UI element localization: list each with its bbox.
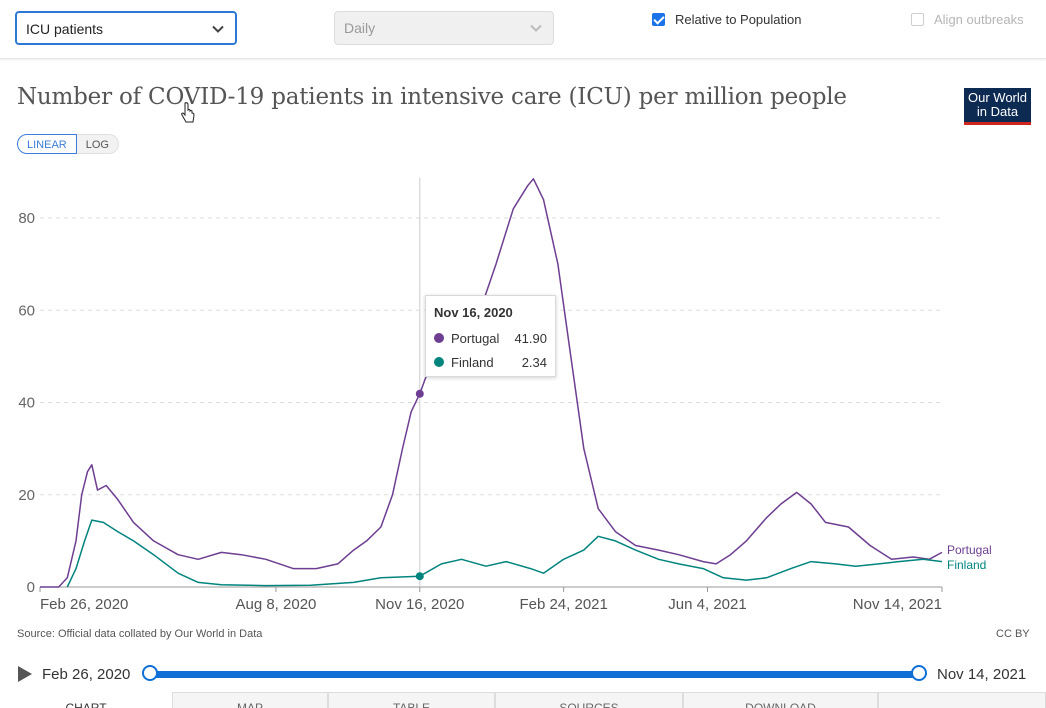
tab-map[interactable]: MAP (172, 692, 328, 708)
y-tick-label: 80 (18, 210, 35, 227)
x-tick-label: Nov 14, 2021 (853, 596, 942, 613)
x-tick-label: Nov 16, 2020 (375, 596, 464, 613)
align-outbreaks-label: Align outbreaks (934, 12, 1024, 27)
tab-share[interactable] (878, 692, 1046, 708)
license-link[interactable]: CC BY (996, 628, 1030, 640)
timeline-start-handle[interactable] (142, 665, 158, 681)
chevron-down-icon (530, 24, 542, 32)
tooltip-series-name: Portugal (451, 330, 500, 346)
tab-table[interactable]: TABLE (328, 692, 495, 708)
timeline-track[interactable] (150, 671, 919, 678)
x-tick-label: Aug 8, 2020 (235, 596, 316, 613)
play-icon[interactable] (18, 666, 32, 682)
relative-to-population-label: Relative to Population (675, 12, 802, 27)
x-tick-label: Feb 26, 2020 (40, 596, 128, 613)
metric-select[interactable]: ICU patients (15, 11, 237, 45)
tooltip-series-name: Finland (451, 354, 494, 370)
interval-select[interactable]: Daily (334, 11, 554, 45)
align-outbreaks-toggle[interactable]: Align outbreaks (911, 12, 1024, 27)
owid-logo[interactable]: Our World in Data (964, 88, 1031, 125)
x-tick-label: Feb 24, 2021 (519, 596, 607, 613)
series-line-portugal[interactable] (40, 178, 943, 588)
tab-bar: CHART MAP TABLE SOURCES DOWNLOAD (0, 692, 1046, 708)
chart-title: Number of COVID-19 patients in intensive… (17, 84, 847, 110)
y-tick-label: 40 (18, 395, 35, 412)
tooltip-row-finland: Finland 2.34 (434, 350, 547, 374)
scale-toggle: LINEAR LOG (17, 134, 119, 154)
tooltip-date: Nov 16, 2020 (434, 305, 513, 320)
series-end-label: Finland (947, 558, 986, 572)
tooltip-series-value: 41.90 (514, 330, 547, 346)
timeline-end-handle[interactable] (911, 665, 927, 681)
source-note: Source: Official data collated by Our Wo… (17, 628, 263, 640)
line-chart[interactable]: 0 20 40 60 80 Feb 26, 2020 Aug 8, 2020 Nov 16, … (0, 160, 1046, 620)
linear-scale-button[interactable]: LINEAR (17, 134, 77, 154)
relative-to-population-checkbox[interactable] (652, 13, 665, 26)
log-scale-button[interactable]: LOG (76, 134, 119, 154)
align-outbreaks-checkbox[interactable] (911, 13, 924, 26)
y-tick-label: 60 (18, 302, 35, 319)
logo-line-1: Our World (968, 90, 1027, 105)
relative-to-population-toggle[interactable]: Relative to Population (652, 12, 801, 27)
hover-tooltip: Nov 16, 2020 Portugal 41.90 Finland 2.34 (425, 295, 556, 377)
pointer-cursor-icon (181, 102, 195, 123)
hover-marker (415, 572, 424, 581)
timeline-start-label: Feb 26, 2020 (42, 666, 131, 683)
series-end-label: Portugal (947, 543, 992, 557)
timeline-end-label: Nov 14, 2021 (937, 666, 1027, 683)
tooltip-row-portugal: Portugal 41.90 (434, 326, 547, 350)
x-tick-label: Jun 4, 2021 (668, 596, 746, 613)
y-tick-label: 0 (27, 579, 35, 596)
metric-select-value: ICU patients (26, 21, 104, 37)
portugal-dot-icon (434, 333, 444, 343)
y-tick-label: 20 (18, 487, 35, 504)
tab-download[interactable]: DOWNLOAD (683, 692, 878, 708)
controls-bar: ICU patients Daily Relative to Populatio… (0, 0, 1046, 59)
finland-dot-icon (434, 357, 444, 367)
logo-line-2: in Data (976, 104, 1019, 119)
timeline: Feb 26, 2020 Nov 14, 2021 (0, 660, 1046, 690)
series-line-finland[interactable] (66, 519, 943, 588)
tab-chart[interactable]: CHART (0, 692, 172, 708)
interval-select-value: Daily (344, 20, 376, 36)
chevron-down-icon (212, 25, 224, 33)
tooltip-series-value: 2.34 (521, 354, 547, 370)
tab-sources[interactable]: SOURCES (495, 692, 683, 708)
hover-marker (415, 389, 424, 398)
